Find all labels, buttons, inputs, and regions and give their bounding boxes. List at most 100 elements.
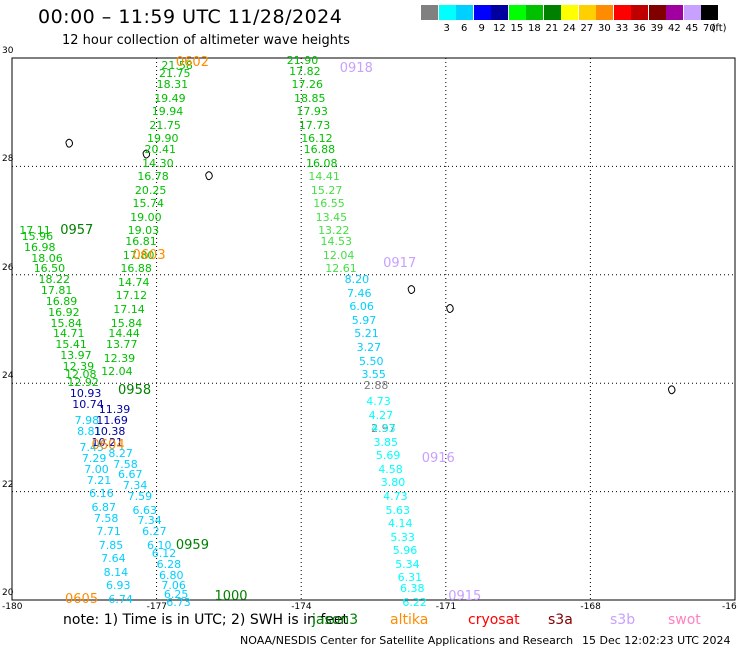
wave-height-reading: 17.93 xyxy=(296,105,328,119)
lon-tick-label: -16 xyxy=(722,602,737,612)
wave-height-reading: 5.33 xyxy=(390,530,415,544)
satellite-legend-item: altika xyxy=(390,612,429,628)
wave-height-reading: 16.88 xyxy=(303,143,336,157)
wave-height-reading: 6.16 xyxy=(89,487,114,501)
pass-time-label: 0602 xyxy=(175,55,209,71)
wave-height-reading: 18.06 xyxy=(31,251,63,265)
scale-swatch xyxy=(491,5,508,20)
wave-height-reading: 3.80 xyxy=(380,476,406,490)
credit-line: NOAA/NESDIS Center for Satellite Applica… xyxy=(240,634,574,647)
wave-height-reading: 14.44 xyxy=(108,327,140,341)
wave-height-reading: 4.73 xyxy=(383,490,408,504)
scale-swatch xyxy=(543,5,561,20)
scale-label: 45 xyxy=(685,23,699,34)
wave-height-reading: 16.92 xyxy=(48,305,80,319)
wave-height-reading: 7.34 xyxy=(122,479,148,493)
wave-height-reading: 15.84 xyxy=(110,316,143,330)
island-shape xyxy=(65,138,73,148)
wave-height-reading: 17.12 xyxy=(115,289,148,303)
island-shape xyxy=(667,385,676,395)
scale-swatch xyxy=(456,5,473,20)
wave-height-reading: 11.69 xyxy=(96,414,128,428)
scale-swatch xyxy=(421,5,438,20)
wave-height-reading: 16.08 xyxy=(306,156,338,170)
pass-time-label: 0605 xyxy=(65,592,99,607)
wave-height-reading: 12.04 xyxy=(322,248,355,262)
wave-height-reading: 8.81 xyxy=(77,424,102,438)
wave-height-reading: 21.90 xyxy=(286,53,319,67)
wave-height-reading: 7.45 xyxy=(79,441,104,455)
wave-height-reading: 7.34 xyxy=(137,514,162,528)
wave-height-reading: 4.27 xyxy=(368,408,394,422)
wave-height-reading: 16.50 xyxy=(33,262,66,276)
island-shape xyxy=(407,285,416,294)
wave-height-reading: 5.97 xyxy=(351,313,377,327)
wave-height-reading: 7.64 xyxy=(101,552,126,566)
wave-height-reading: 7.98 xyxy=(74,414,100,428)
lon-tick-label: -177 xyxy=(146,602,168,612)
scale-label: 30 xyxy=(598,23,611,34)
wave-height-reading: 3.85 xyxy=(373,435,399,449)
scale-swatch xyxy=(508,5,526,20)
wave-height-reading: 18.85 xyxy=(293,91,326,105)
scale-label: 12 xyxy=(493,23,506,34)
lon-tick-label: -174 xyxy=(291,602,312,612)
lat-tick-label: 26 xyxy=(2,262,14,273)
lon-tick-label: -180 xyxy=(2,602,23,612)
wave-height-reading: 6.27 xyxy=(142,525,167,539)
pass-time-label: 0957 xyxy=(60,223,94,239)
scale-swatch xyxy=(701,5,718,20)
wave-height-reading: 7.06 xyxy=(161,579,186,593)
wave-height-reading: 16.78 xyxy=(137,170,169,184)
lat-tick-label: 28 xyxy=(2,154,14,165)
wave-height-reading: 17.80 xyxy=(122,248,155,262)
lat-tick-label: 22 xyxy=(2,479,14,490)
wave-height-reading: 19.90 xyxy=(146,132,179,146)
pass-time-label: 0915 xyxy=(448,589,482,605)
wave-height-reading: 4.33 xyxy=(371,422,396,436)
wave-height-reading: 7.59 xyxy=(127,490,153,504)
wave-height-reading: 4.14 xyxy=(387,517,413,531)
wave-height-reading: 2.97 xyxy=(371,422,396,436)
wave-height-reading: 10.38 xyxy=(93,424,126,438)
wave-height-reading: 4.73 xyxy=(366,395,391,409)
wave-height-reading: 17.73 xyxy=(298,118,331,132)
lat-tick-label: 20 xyxy=(2,588,14,598)
wave-height-reading: 18.31 xyxy=(156,78,189,92)
wave-height-reading: 10.93 xyxy=(69,387,102,401)
island-shape xyxy=(205,171,213,181)
wave-height-reading: 20.41 xyxy=(144,143,177,157)
wave-height-reading: 15.74 xyxy=(132,197,165,211)
satellite-legend-item: s3b xyxy=(610,612,636,628)
wave-height-reading: 10.74 xyxy=(72,397,104,411)
wave-height-reading: 20.25 xyxy=(134,183,167,197)
wave-height-reading: 6.73 xyxy=(166,595,191,609)
generated-timestamp: 15 Dec 12:02:23 UTC 2024 xyxy=(582,634,731,647)
scale-swatch xyxy=(526,5,543,20)
wave-height-reading: 18.22 xyxy=(38,273,71,287)
wave-height-reading: 8.20 xyxy=(344,273,370,287)
wave-height-reading: 5.50 xyxy=(359,354,384,368)
wave-height-reading: 15.27 xyxy=(310,183,343,197)
wave-height-reading: 7.21 xyxy=(86,473,112,487)
wave-height-reading: 7.29 xyxy=(81,452,107,466)
scale-label: 27 xyxy=(580,23,594,34)
wave-height-reading: 12.39 xyxy=(103,351,136,365)
wave-height-reading: 12.08 xyxy=(65,368,97,382)
wave-height-reading: 17.82 xyxy=(289,64,321,78)
wave-height-reading: 12.92 xyxy=(67,376,99,390)
wave-height-reading: 16.12 xyxy=(301,132,333,146)
scale-label: 33 xyxy=(615,23,629,34)
scale-label: 39 xyxy=(650,23,664,34)
wave-height-reading: 4.58 xyxy=(378,462,403,476)
scale-label: 24 xyxy=(563,23,576,34)
wave-height-reading: 14.30 xyxy=(142,156,174,170)
wave-height-reading: 7.58 xyxy=(93,511,119,525)
wave-height-reading: 8.27 xyxy=(108,446,133,460)
wave-height-reading: 13.45 xyxy=(315,210,348,224)
wave-height-reading: 3.55 xyxy=(361,368,386,382)
wave-height-reading: 16.98 xyxy=(24,240,56,254)
scale-swatch xyxy=(438,5,456,20)
scale-label: 21 xyxy=(545,23,559,34)
